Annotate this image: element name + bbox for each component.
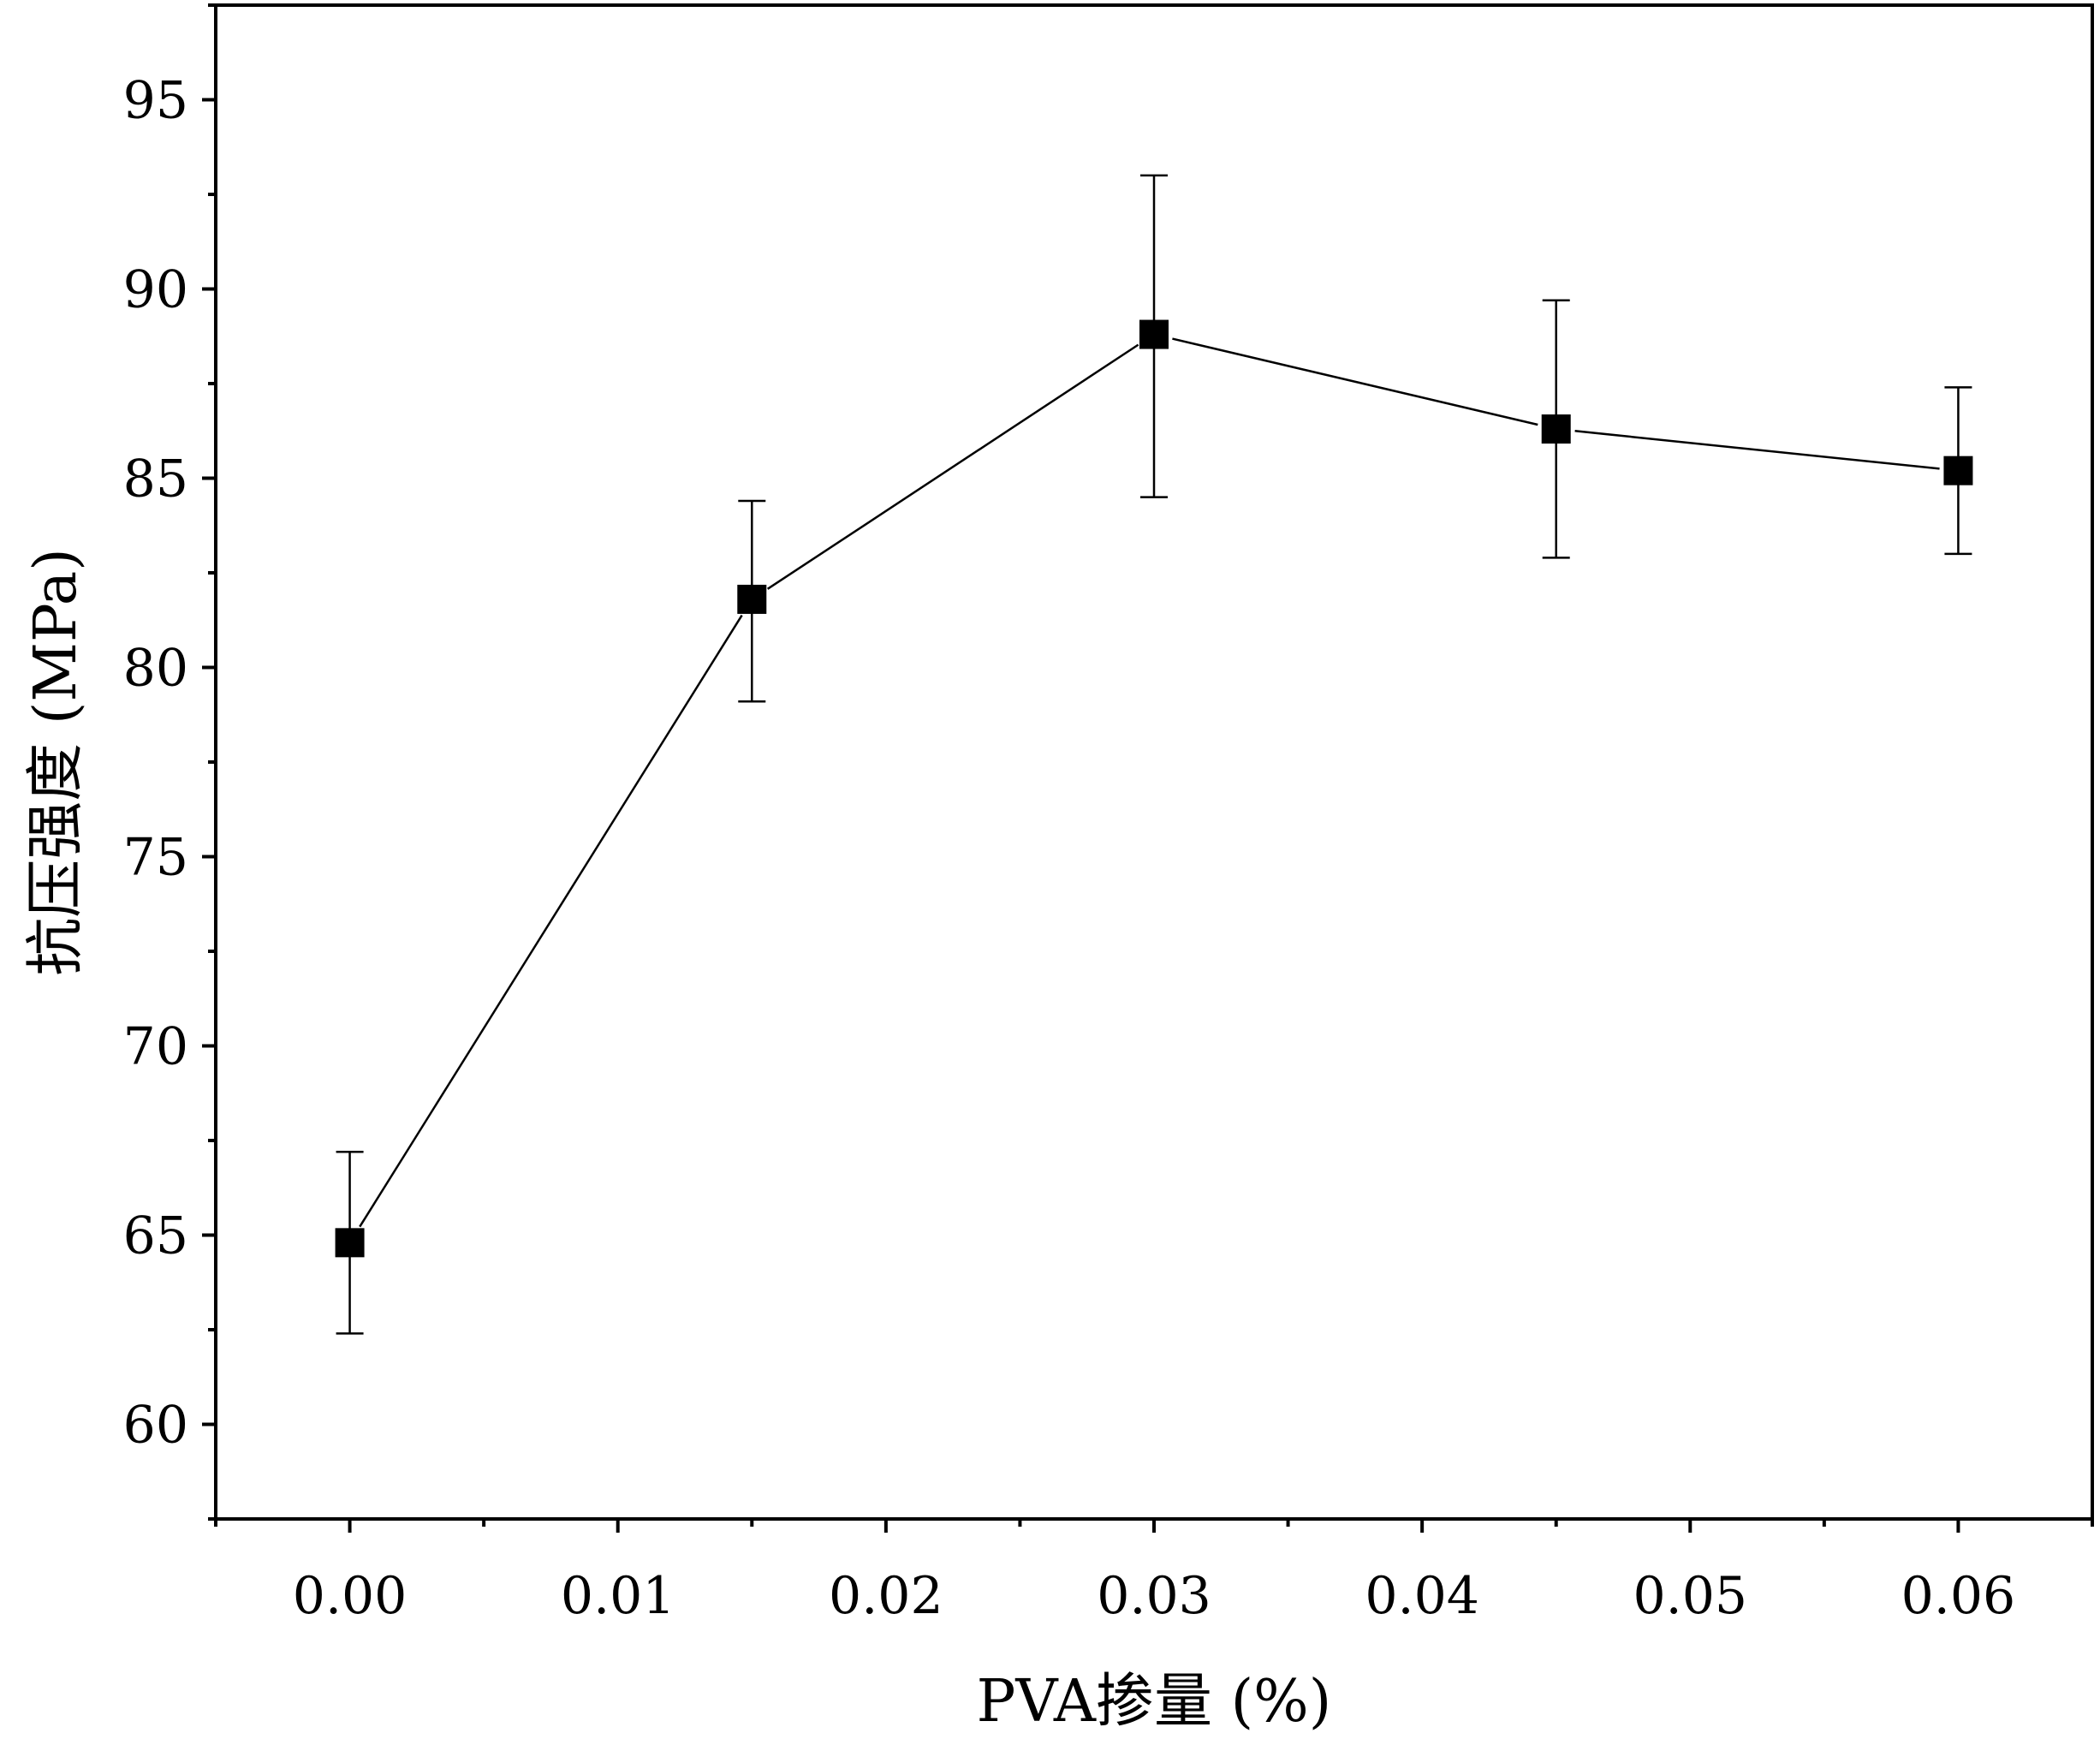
series-line-segment [1172,337,1538,426]
y-tick-label: 90 [123,260,188,320]
y-tick-label: 95 [123,71,188,131]
data-point [1943,456,1973,485]
x-tick-label: 0.04 [1365,1566,1479,1626]
y-tick-label: 70 [123,1017,188,1077]
x-axis: 0.00 0.01 0.02 0.03 0.04 0.05 0.06 [214,1519,2094,1626]
series-line-segment [766,343,1139,590]
y-tick-label: 80 [123,639,188,699]
y-tick-label: 65 [123,1206,188,1266]
data-point [737,584,767,614]
x-axis-title: PVA掺量 (%) [977,1668,1332,1736]
x-tick-label: 0.00 [293,1566,408,1626]
data-point [335,1228,365,1258]
series-line-segment [1574,430,1940,470]
x-tick-label: 0.05 [1633,1566,1747,1626]
data-point [1139,319,1169,349]
series-layer [335,174,1973,1335]
series-line-segment [359,614,743,1228]
y-axis: 60 65 70 75 80 85 90 95 [123,3,216,1521]
x-tick-label: 0.01 [561,1566,675,1626]
y-tick-label: 60 [123,1396,188,1456]
y-tick-label: 85 [123,450,188,509]
x-tick-label: 0.02 [829,1566,943,1626]
data-point [1541,414,1571,444]
y-axis-title: 抗压强度 (MPa) [22,548,90,976]
y-tick-label: 75 [123,828,188,888]
x-tick-label: 0.06 [1901,1566,2016,1626]
x-tick-label: 0.03 [1097,1566,1211,1626]
